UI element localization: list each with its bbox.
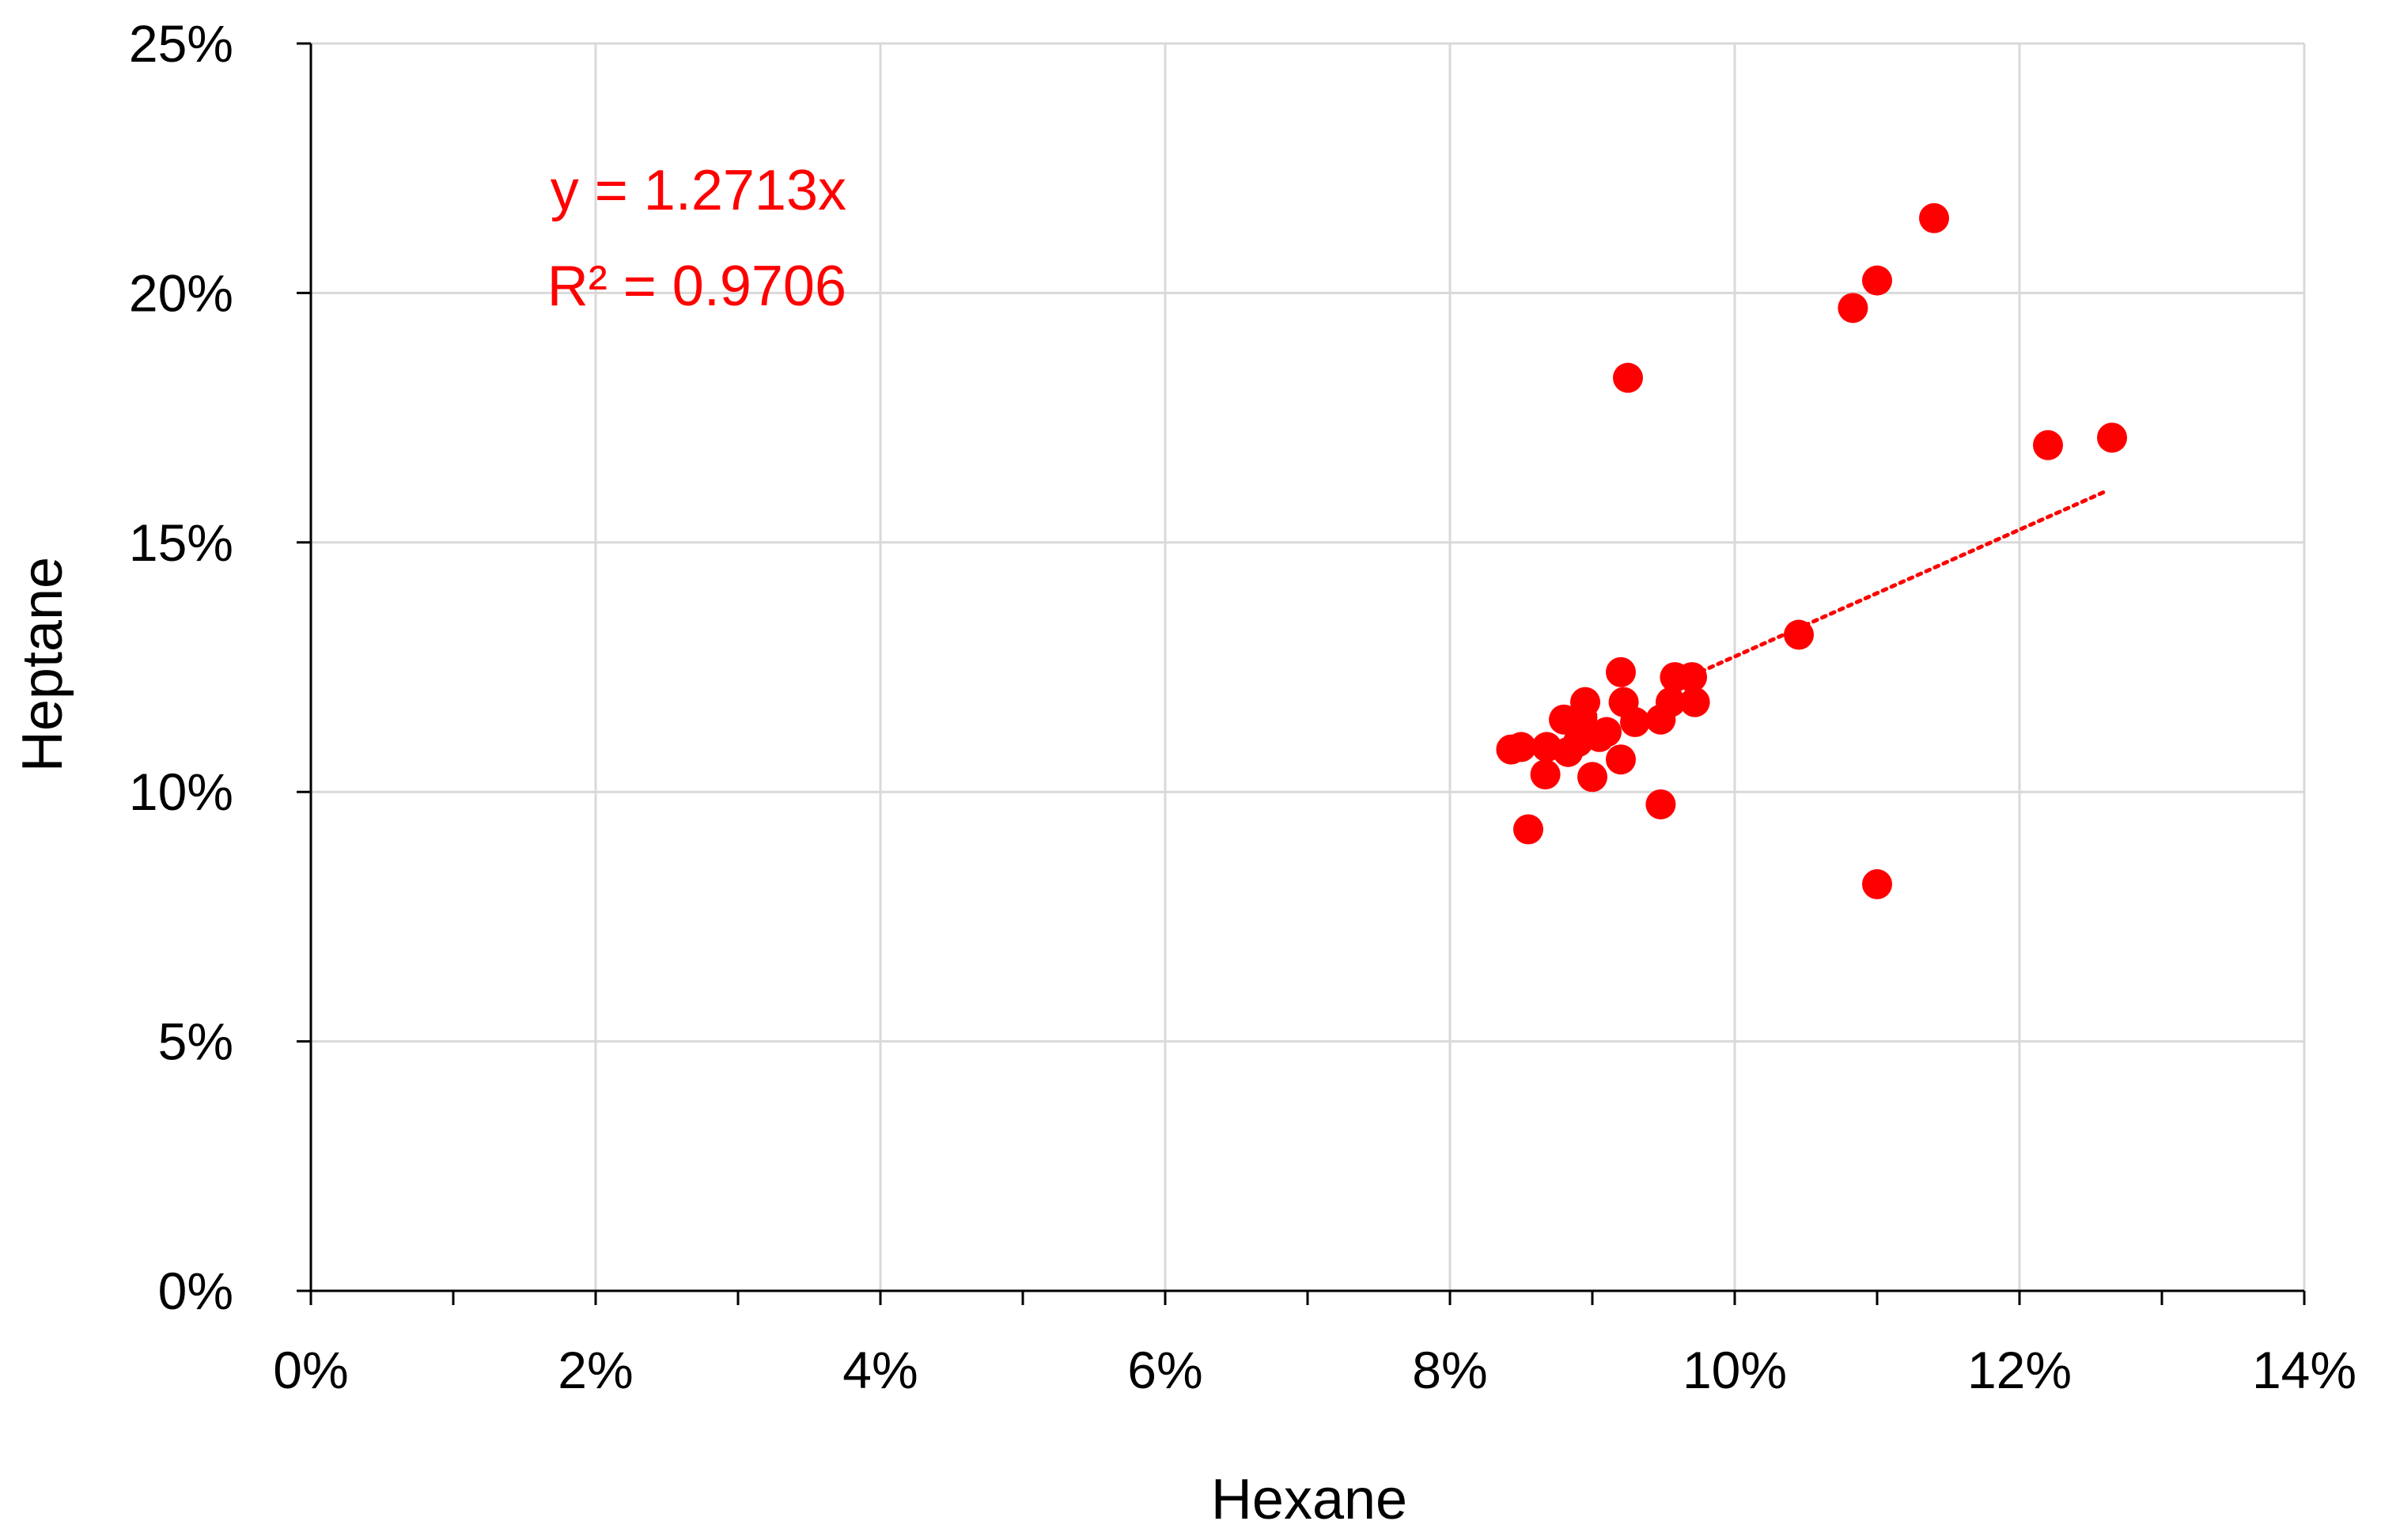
x-tick-label: 10%	[1683, 1341, 1787, 1399]
data-point	[1592, 717, 1622, 747]
data-point	[1656, 687, 1686, 717]
data-point	[1679, 687, 1710, 717]
x-tick-label: 14%	[2252, 1341, 2356, 1399]
y-tick-label: 20%	[129, 263, 233, 322]
data-point	[1570, 687, 1600, 717]
data-point	[1862, 265, 1892, 296]
data-point	[1530, 759, 1561, 790]
y-tick-label: 5%	[158, 1012, 233, 1071]
x-tick-label: 2%	[558, 1341, 633, 1399]
y-tick-label: 10%	[129, 762, 233, 821]
axes	[297, 42, 2306, 1305]
data-point	[1919, 202, 1949, 233]
y-tick-labels: 0% 5% 10% 15% 20% 25%	[129, 14, 233, 1320]
data-point	[1784, 619, 1814, 650]
x-tick-label: 0%	[273, 1341, 348, 1399]
y-tick-label: 15%	[129, 513, 233, 572]
x-tick-label: 4%	[842, 1341, 918, 1399]
trendline-equation: y = 1.2713x	[551, 159, 846, 222]
x-tick-label: 8%	[1412, 1341, 1487, 1399]
data-point	[1606, 744, 1636, 775]
data-point	[1645, 789, 1676, 819]
data-point	[1620, 706, 1650, 737]
data-point	[1506, 732, 1536, 762]
x-tick-label: 6%	[1127, 1341, 1202, 1399]
x-axis-title: Hexane	[1211, 1468, 1407, 1531]
data-point	[1677, 662, 1707, 693]
y-tick-label: 0%	[158, 1262, 233, 1320]
data-points	[1496, 202, 2127, 899]
data-point	[2033, 429, 2063, 460]
x-tick-label: 12%	[1967, 1341, 2072, 1399]
data-point	[1862, 868, 1892, 899]
data-point	[1838, 293, 1868, 324]
data-point	[1606, 656, 1636, 687]
trendline-group	[1690, 488, 2110, 678]
trendline-r-squared: R² = 0.9706	[547, 255, 846, 318]
y-tick-label: 25%	[129, 14, 233, 73]
y-axis-title: Heptane	[11, 557, 74, 772]
grid-lines	[311, 42, 2306, 1291]
data-point	[1513, 814, 1543, 845]
x-tick-labels: 0% 2% 4% 6% 8% 10% 12% 14%	[273, 1341, 2356, 1399]
trendline	[1690, 488, 2110, 678]
data-point	[2097, 422, 2127, 453]
data-point	[1613, 362, 1643, 393]
data-point	[1577, 762, 1607, 793]
